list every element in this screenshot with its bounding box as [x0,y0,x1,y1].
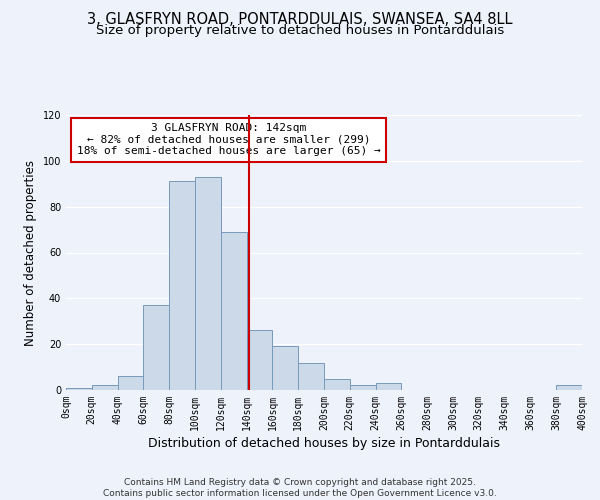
Bar [118,376,143,390]
Text: 3, GLASFRYN ROAD, PONTARDDULAIS, SWANSEA, SA4 8LL: 3, GLASFRYN ROAD, PONTARDDULAIS, SWANSEA… [87,12,513,28]
X-axis label: Distribution of detached houses by size in Pontarddulais: Distribution of detached houses by size … [148,437,500,450]
Bar [324,378,350,390]
Bar [92,386,118,390]
Bar [169,182,195,390]
Text: 3 GLASFRYN ROAD: 142sqm
← 82% of detached houses are smaller (299)
18% of semi-d: 3 GLASFRYN ROAD: 142sqm ← 82% of detache… [77,123,380,156]
Bar [272,346,298,390]
Bar [66,388,92,390]
Text: Size of property relative to detached houses in Pontarddulais: Size of property relative to detached ho… [96,24,504,37]
Bar [556,386,582,390]
Bar [221,232,247,390]
Bar [376,383,401,390]
Bar [247,330,272,390]
Bar [298,362,324,390]
Bar [350,386,376,390]
Text: Contains HM Land Registry data © Crown copyright and database right 2025.
Contai: Contains HM Land Registry data © Crown c… [103,478,497,498]
Y-axis label: Number of detached properties: Number of detached properties [24,160,37,346]
Bar [143,305,169,390]
Bar [195,177,221,390]
